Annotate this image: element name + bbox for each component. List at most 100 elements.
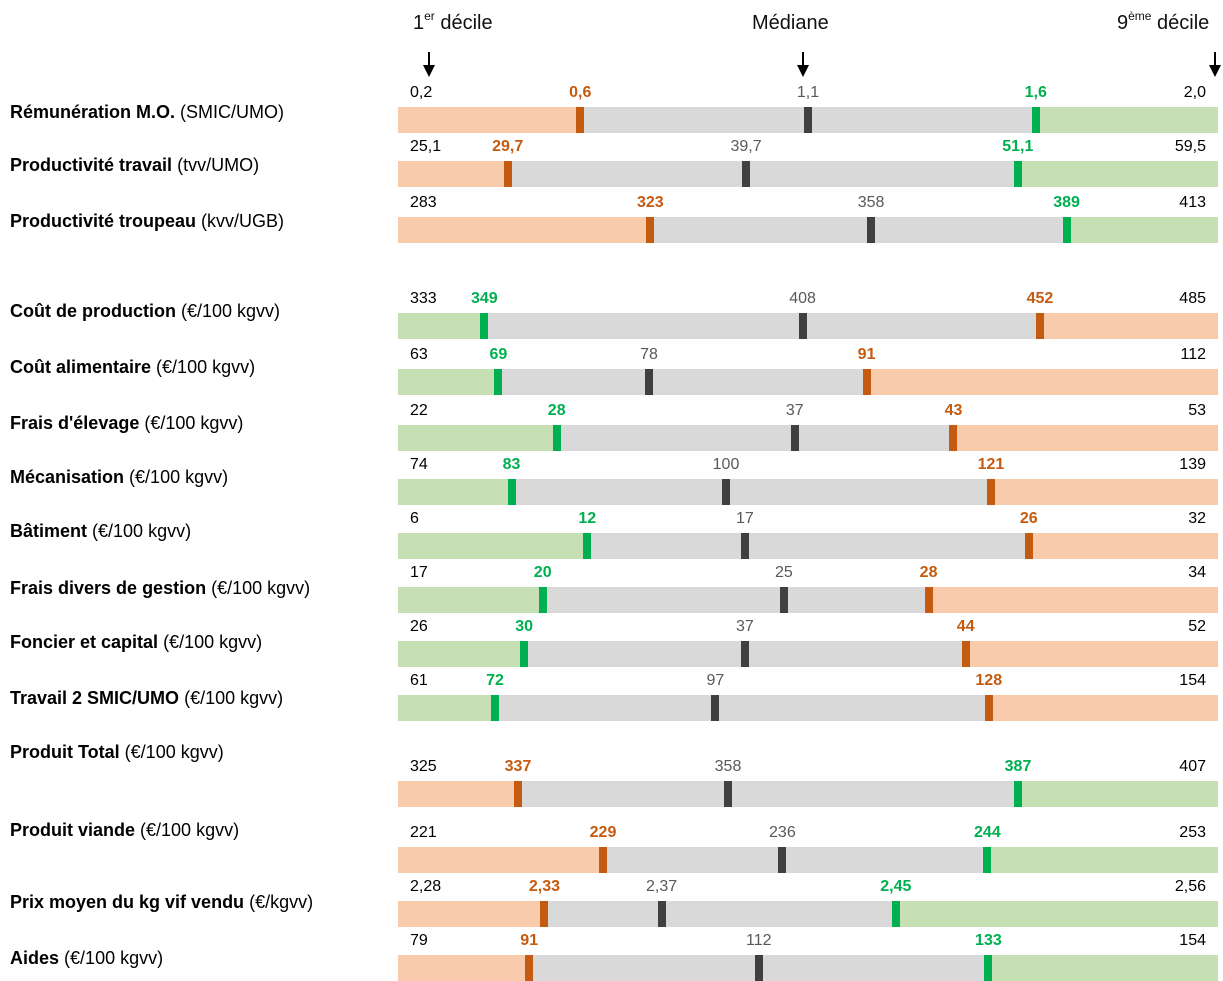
value-min: 0,2 xyxy=(410,84,433,101)
zone-left xyxy=(398,217,651,243)
value-high: 2,45 xyxy=(880,878,912,895)
value-low: 72 xyxy=(486,672,504,689)
marker-high xyxy=(984,955,993,981)
value-high: 43 xyxy=(944,402,963,419)
marker-median xyxy=(778,847,787,873)
marker-high xyxy=(1035,313,1044,339)
zone-left xyxy=(398,369,499,395)
marker-low xyxy=(507,479,516,505)
value-low: 69 xyxy=(489,346,508,363)
row-label: Productivité troupeau (kvv/UGB) xyxy=(10,211,284,232)
marker-median xyxy=(724,781,732,807)
marker-high xyxy=(984,695,993,721)
zone-left xyxy=(398,695,495,721)
row-label-name: Aides xyxy=(10,948,60,968)
zone-left xyxy=(398,479,512,505)
row-label-unit: (€/100 kgvv) xyxy=(181,301,281,321)
zone-right xyxy=(1017,161,1218,187)
header-ninth-decile: 9ème décile xyxy=(1117,9,1210,35)
value-low: 2,33 xyxy=(528,878,560,895)
value-min: 325 xyxy=(410,758,437,775)
range-bar xyxy=(398,369,1218,395)
value-max: 139 xyxy=(1179,456,1206,473)
marker-low xyxy=(540,901,549,927)
value-max: 32 xyxy=(1188,510,1206,527)
range-bar xyxy=(398,479,1218,505)
value-high: 28 xyxy=(919,564,938,581)
marker-low xyxy=(494,369,503,395)
value-high: 452 xyxy=(1026,290,1054,307)
marker-median xyxy=(657,901,666,927)
marker-median xyxy=(798,313,807,339)
header-first-decile: 1er décile xyxy=(413,9,493,35)
zone-middle xyxy=(511,479,991,505)
row-label-name: Produit Total xyxy=(10,742,120,762)
value-median: 408 xyxy=(789,290,816,307)
zone-right xyxy=(1039,313,1218,339)
zone-right xyxy=(988,695,1218,721)
header-ninth-decile-sup: ème xyxy=(1128,9,1152,23)
row-label: Produit Total (€/100 kgvv) xyxy=(10,742,224,763)
row-label-name: Coût alimentaire xyxy=(10,357,152,377)
row-label-unit: (tvv/UMO) xyxy=(177,155,260,175)
range-bar xyxy=(398,955,1218,981)
marker-median xyxy=(740,641,749,667)
value-high: 128 xyxy=(975,672,1003,689)
range-bar xyxy=(398,847,1218,873)
value-low: 29,7 xyxy=(492,138,524,155)
marker-high xyxy=(1013,161,1022,187)
value-min: 63 xyxy=(410,346,428,363)
row-label: Rémunération M.O. (SMIC/UMO) xyxy=(10,102,284,123)
marker-low xyxy=(576,107,585,133)
row-label-name: Productivité troupeau xyxy=(10,211,197,231)
marker-high xyxy=(1024,533,1033,559)
row-label-name: Rémunération M.O. xyxy=(10,102,176,122)
row-label: Coût alimentaire (€/100 kgvv) xyxy=(10,357,255,378)
header-ninth-decile-rest: décile xyxy=(1151,12,1210,34)
value-high: 44 xyxy=(956,618,975,635)
row-label: Produit viande (€/100 kgvv) xyxy=(10,820,239,841)
zone-left xyxy=(398,847,603,873)
header-median: Médiane xyxy=(752,12,829,35)
value-low: 337 xyxy=(504,758,532,775)
zone-right xyxy=(895,901,1218,927)
marker-low xyxy=(525,955,534,981)
zone-middle xyxy=(542,587,929,613)
value-high: 121 xyxy=(977,456,1005,473)
marker-low xyxy=(490,695,499,721)
value-median: 236 xyxy=(769,824,796,841)
zone-left xyxy=(398,313,485,339)
range-bar xyxy=(398,781,1218,807)
value-low: 28 xyxy=(547,402,566,419)
zone-right xyxy=(1035,107,1218,133)
zone-right xyxy=(1028,533,1218,559)
row-label-unit: (kvv/UGB) xyxy=(201,211,285,231)
row-label-name: Prix moyen du kg vif vendu xyxy=(10,892,245,912)
value-max: 154 xyxy=(1179,672,1206,689)
row-label-name: Travail 2 SMIC/UMO xyxy=(10,688,180,708)
marker-high xyxy=(891,901,900,927)
value-min: 2,28 xyxy=(410,878,442,895)
row-label-unit: (€/100 kgvv) xyxy=(163,632,263,652)
row-label-unit: (€/100 kgvv) xyxy=(129,467,229,487)
value-min: 74 xyxy=(410,456,428,473)
header-first-decile-sup: er xyxy=(424,9,435,23)
header-ninth-decile-base: 9 xyxy=(1117,12,1129,34)
value-low: 12 xyxy=(578,510,597,527)
zone-right xyxy=(866,369,1218,395)
zone-right xyxy=(953,425,1218,451)
marker-median xyxy=(742,161,751,187)
zone-middle xyxy=(556,425,954,451)
marker-low xyxy=(480,313,489,339)
marker-low xyxy=(599,847,607,873)
zone-left xyxy=(398,955,530,981)
value-high: 91 xyxy=(857,346,876,363)
value-median: 37 xyxy=(736,618,754,635)
value-median: 358 xyxy=(857,194,885,211)
row-label: Frais d'élevage (€/100 kgvv) xyxy=(10,413,243,434)
row-label: Aides (€/100 kgvv) xyxy=(10,948,163,969)
row-label-name: Frais divers de gestion xyxy=(10,578,207,598)
row-label: Frais divers de gestion (€/100 kgvv) xyxy=(10,578,310,599)
row-label-unit: (€/100 kgvv) xyxy=(92,521,192,541)
value-high: 244 xyxy=(974,824,1001,841)
